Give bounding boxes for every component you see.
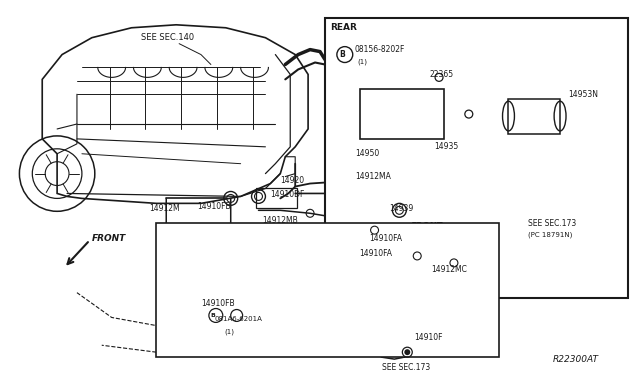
- Text: 14920: 14920: [280, 176, 305, 185]
- Text: 14935: 14935: [434, 142, 458, 151]
- Bar: [325, 18, 628, 298]
- Bar: [360, 89, 444, 139]
- Text: 14910FA: 14910FA: [370, 234, 403, 243]
- Text: 14910FA: 14910FA: [360, 250, 393, 259]
- Bar: [156, 223, 499, 357]
- Text: 14910F: 14910F: [414, 333, 443, 342]
- Text: REAR: REAR: [330, 23, 356, 32]
- Circle shape: [404, 349, 410, 355]
- Text: FRONT: FRONT: [92, 234, 126, 243]
- Text: SEE SEC.173: SEE SEC.173: [451, 241, 499, 250]
- Text: (1): (1): [358, 58, 368, 65]
- Text: 14939: 14939: [390, 204, 413, 213]
- Text: SEE SEC.140: SEE SEC.140: [141, 33, 195, 42]
- Text: (1): (1): [225, 328, 235, 334]
- Text: 14912MC: 14912MC: [431, 265, 467, 274]
- Bar: [255, 189, 297, 208]
- Text: (PC 18791N): (PC 18791N): [529, 232, 573, 238]
- Text: 14910FB: 14910FB: [201, 299, 235, 308]
- Text: (PC 18791P): (PC 18791P): [451, 255, 494, 261]
- Text: 14910FB: 14910FB: [197, 202, 230, 211]
- Text: FRONT: FRONT: [412, 222, 444, 231]
- Text: SEE SEC.173: SEE SEC.173: [529, 219, 577, 228]
- Text: 14912MA: 14912MA: [355, 172, 390, 181]
- Text: 22365: 22365: [429, 70, 453, 79]
- Text: 14910DF: 14910DF: [270, 190, 305, 199]
- Text: R22300AT: R22300AT: [553, 355, 599, 363]
- Text: 14912MB: 14912MB: [262, 216, 298, 225]
- Bar: [509, 99, 560, 134]
- Text: 14953N: 14953N: [568, 90, 598, 99]
- Text: 14950: 14950: [355, 149, 379, 158]
- Text: B: B: [339, 50, 345, 59]
- Text: 081A6-6201A: 081A6-6201A: [215, 317, 262, 323]
- Text: 08156-8202F: 08156-8202F: [355, 45, 405, 54]
- Text: SEE SEC.173: SEE SEC.173: [381, 363, 429, 372]
- Text: B: B: [211, 313, 215, 318]
- Text: 14912M: 14912M: [149, 204, 180, 213]
